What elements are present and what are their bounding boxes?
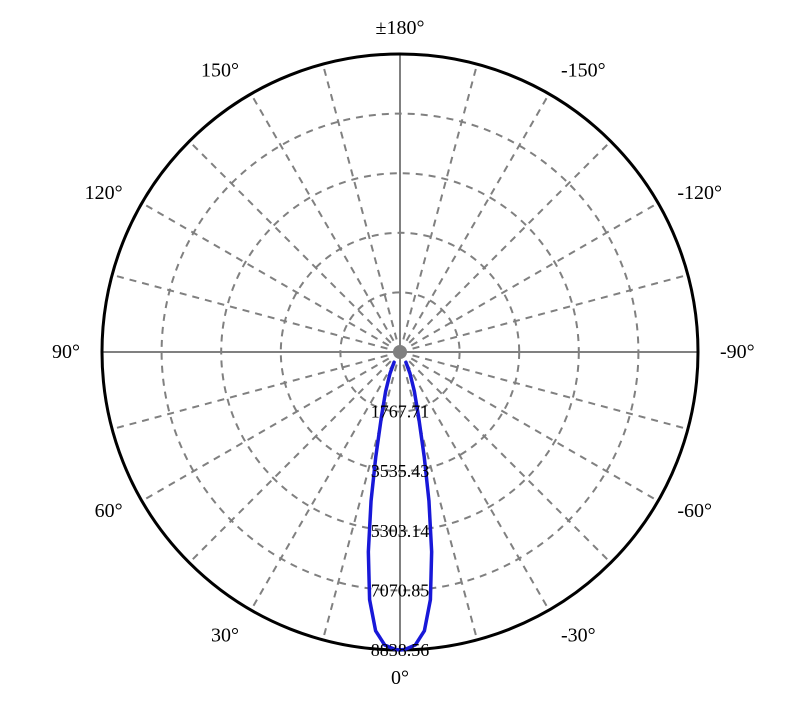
angle-label: 30° [211,624,239,646]
angle-label: 0° [391,667,409,689]
radial-tick-label: 8838.56 [371,640,430,660]
radial-tick-label: 5303.14 [371,521,430,541]
radial-tick-label: 1767.71 [371,402,430,422]
angle-label: ±180° [376,17,425,39]
angle-label: 120° [85,182,123,204]
angle-label: 60° [95,500,123,522]
radial-tick-label: 3535.43 [371,461,430,481]
angle-label: -90° [720,341,755,363]
angle-label: -120° [677,182,722,204]
angle-label: -150° [561,60,606,82]
angle-label: 150° [201,60,239,82]
angle-label: -60° [677,500,712,522]
angle-label: 90° [52,341,80,363]
angle-label: -30° [561,624,596,646]
polar-chart: 1767.71 3535.43 5303.14 7070.85 8838.56 0° 30°… [0,0,800,704]
polar-svg: 1767.71 3535.43 5303.14 7070.85 8838.56 0° 30°… [0,0,800,704]
radial-tick-label: 7070.85 [371,580,430,600]
